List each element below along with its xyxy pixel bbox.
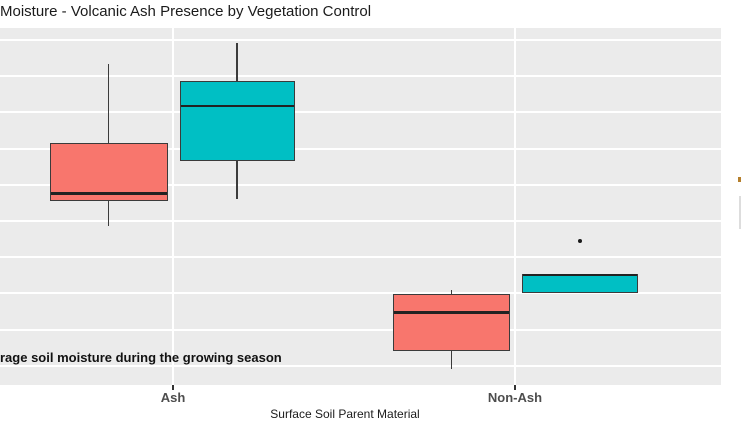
boxplot-median-line <box>180 104 294 108</box>
h-gridline <box>0 220 721 222</box>
boxplot-median-line <box>51 192 167 195</box>
h-gridline <box>0 39 721 41</box>
overlay-caption-text: rage soil moisture during the growing se… <box>0 350 282 365</box>
h-gridline <box>0 256 721 259</box>
v-gridline <box>172 28 174 385</box>
legend-cropped-swatch <box>738 176 741 182</box>
chart-title: Moisture - Volcanic Ash Presence by Vege… <box>0 3 372 20</box>
h-gridline <box>0 328 721 331</box>
legend-cropped-line <box>739 196 741 229</box>
h-gridline <box>0 75 721 78</box>
boxplot-lower-whisker <box>450 351 453 369</box>
boxplot-upper-whisker <box>450 290 453 294</box>
boxplot-upper-whisker <box>236 43 238 81</box>
boxplot-median-line <box>394 311 509 314</box>
plot-panel <box>0 28 721 385</box>
boxplot-box <box>521 273 638 293</box>
h-gridline <box>0 111 721 114</box>
x-tick-label-ash: Ash <box>160 390 186 405</box>
h-gridline <box>0 364 721 367</box>
boxplot-median-line <box>522 273 637 276</box>
v-gridline <box>514 28 516 385</box>
h-gridline <box>0 147 721 150</box>
boxplot-box <box>179 81 295 161</box>
h-gridline <box>0 292 721 295</box>
boxplot-lower-whisker <box>236 161 238 199</box>
boxplot-upper-whisker <box>107 63 110 143</box>
x-tick-label-non-ash: Non-Ash <box>487 390 543 405</box>
x-axis-tick <box>172 385 174 390</box>
boxplot-box <box>50 143 168 201</box>
outlier-point <box>577 239 582 243</box>
h-gridline <box>0 183 721 186</box>
x-axis-title: Surface Soil Parent Material <box>270 407 420 421</box>
boxplot-box <box>393 294 510 351</box>
boxplot-lower-whisker <box>107 201 110 226</box>
x-axis-tick <box>514 385 516 390</box>
